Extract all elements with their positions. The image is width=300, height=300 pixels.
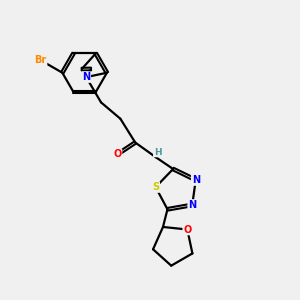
Text: O: O (113, 149, 122, 159)
Text: O: O (183, 224, 191, 235)
Text: S: S (152, 182, 159, 192)
Text: N: N (192, 175, 200, 185)
Text: H: H (154, 148, 161, 157)
Text: N: N (82, 72, 90, 82)
Text: Br: Br (34, 55, 46, 65)
Text: N: N (188, 200, 196, 210)
